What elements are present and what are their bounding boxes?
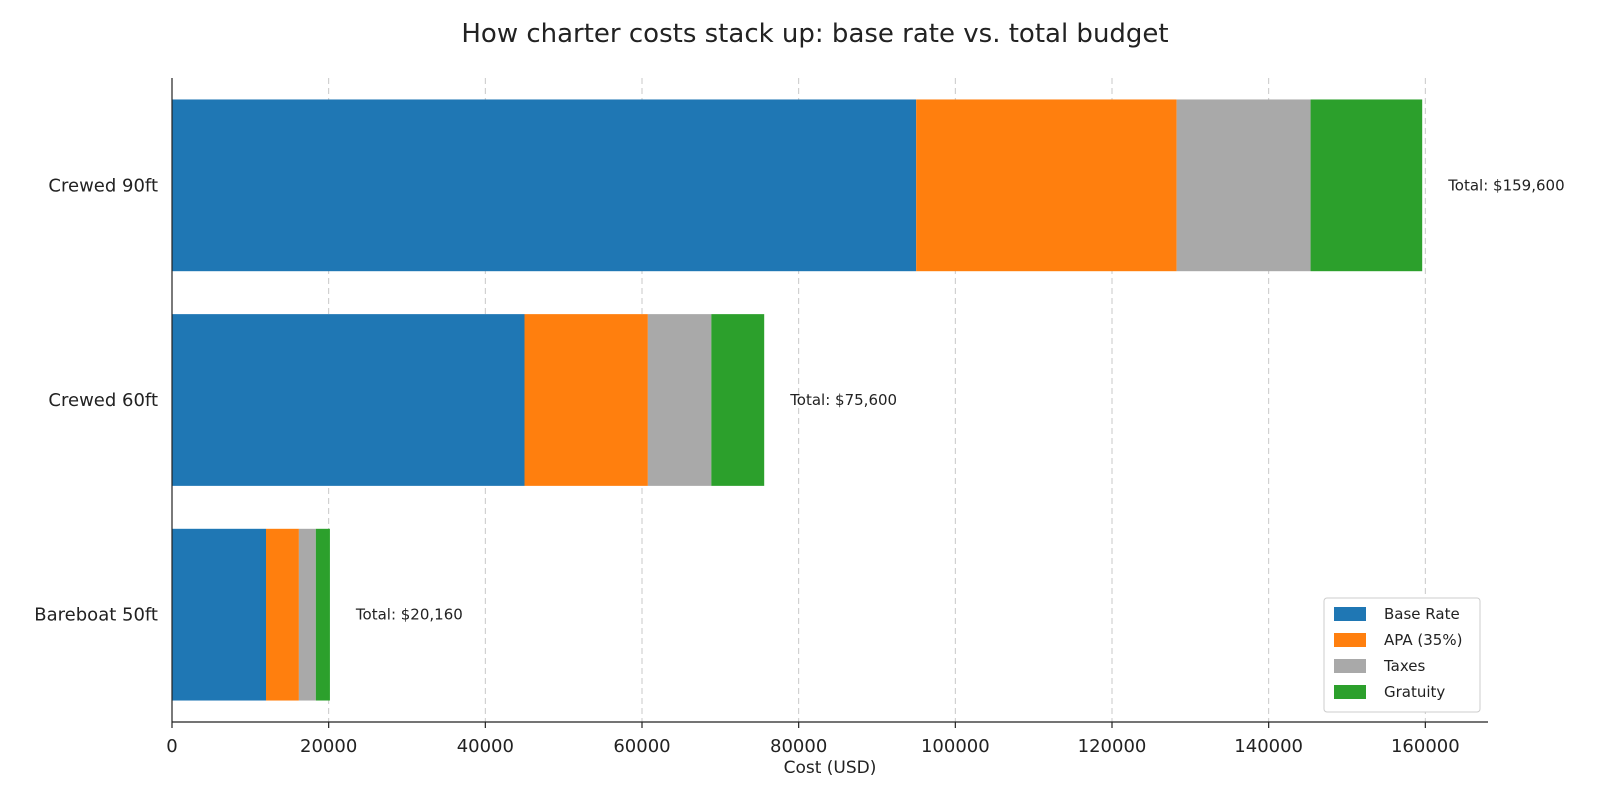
bar-segment-gratuity [315, 528, 330, 701]
legend-label: APA (35%) [1384, 631, 1462, 649]
legend-swatch [1334, 659, 1366, 673]
x-tick-label: 20000 [300, 736, 357, 757]
x-tick-label: 120000 [1078, 736, 1147, 757]
x-tick-label: 100000 [921, 736, 990, 757]
total-label: Total: $159,600 [1447, 176, 1564, 194]
legend-frame [1323, 597, 1481, 713]
x-tick-label: 60000 [613, 736, 670, 757]
legend-label: Gratuity [1384, 683, 1445, 701]
bar-segment-base-rate [172, 528, 266, 701]
legend: Base Rate APA (35%) Taxes Gratuity [1323, 597, 1481, 713]
category-label: Crewed 60ft [48, 390, 158, 411]
x-axis-title: Cost (USD) [784, 758, 877, 778]
category-label: Crewed 90ft [48, 175, 158, 196]
category-label: Bareboat 50ft [34, 605, 158, 626]
x-tick-label: 160000 [1391, 736, 1460, 757]
legend-label: Taxes [1383, 657, 1426, 675]
x-tick-label: 0 [166, 736, 177, 757]
bars [172, 99, 1423, 701]
bar-segment-gratuity [711, 314, 765, 486]
legend-label: Base Rate [1384, 605, 1460, 623]
bar-segment-base-rate [172, 99, 917, 272]
legend-swatch [1334, 685, 1366, 699]
chart-title: How charter costs stack up: base rate vs… [461, 19, 1168, 49]
x-tick-label: 40000 [457, 736, 514, 757]
bar-segment-gratuity [1310, 99, 1423, 272]
total-label: Total: $75,600 [789, 391, 897, 409]
bar-segment-apa-35 [524, 314, 648, 486]
category-labels: Bareboat 50ft Crewed 60ft Crewed 90ft [34, 175, 158, 625]
legend-swatch [1334, 633, 1366, 647]
bar-segment-taxes [298, 528, 316, 701]
bar-segment-apa-35 [266, 528, 299, 701]
bar-segment-taxes [1176, 99, 1311, 272]
total-label: Total: $20,160 [355, 606, 463, 624]
bar-segment-taxes [647, 314, 712, 486]
x-tick-label: 140000 [1234, 736, 1303, 757]
x-ticks: 0 20000 40000 60000 80000 100000 120000 140000 1… [166, 722, 1460, 757]
bar-segment-base-rate [172, 314, 525, 486]
legend-swatch [1334, 607, 1366, 621]
bar-segment-apa-35 [916, 99, 1177, 272]
total-labels: Total: $20,160 Total: $75,600 Total: $159,… [355, 176, 1565, 623]
x-tick-label: 80000 [770, 736, 827, 757]
